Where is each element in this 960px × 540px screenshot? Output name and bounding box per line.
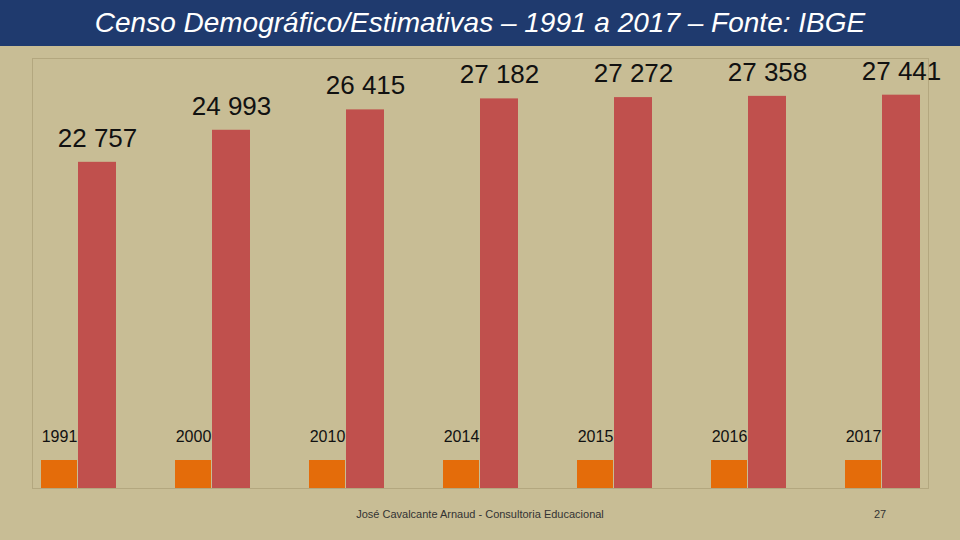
html-text:Censo Demográfico/Estimativas: Censo Demográfico/Estimativas – 1991 a 2…: [94, 7, 866, 38]
svg-text:2010: 2010: [310, 428, 346, 445]
html-text:José Cavalcante Arnaud - Consu: José Cavalcante Arnaud - Consultoria Edu…: [356, 508, 604, 520]
svg-text:27 182: 27 182: [460, 59, 540, 89]
svg-text:1991: 1991: [42, 428, 78, 445]
svg-text:27 441: 27 441: [862, 55, 942, 85]
svg-text:2000: 2000: [176, 428, 212, 445]
svg-text:2014: 2014: [444, 428, 480, 445]
svg-text:22 757: 22 757: [58, 123, 138, 153]
svg-text:2016: 2016: [712, 428, 748, 445]
svg-text:2015: 2015: [578, 428, 614, 445]
svg-text:27 358: 27 358: [728, 57, 808, 87]
html-text:27: 27: [873, 508, 887, 520]
svg-text:27 272: 27 272: [594, 58, 674, 88]
svg-text:24 993: 24 993: [192, 91, 272, 121]
svg-text:2017: 2017: [846, 428, 882, 445]
svg-text:26 415: 26 415: [326, 70, 406, 100]
